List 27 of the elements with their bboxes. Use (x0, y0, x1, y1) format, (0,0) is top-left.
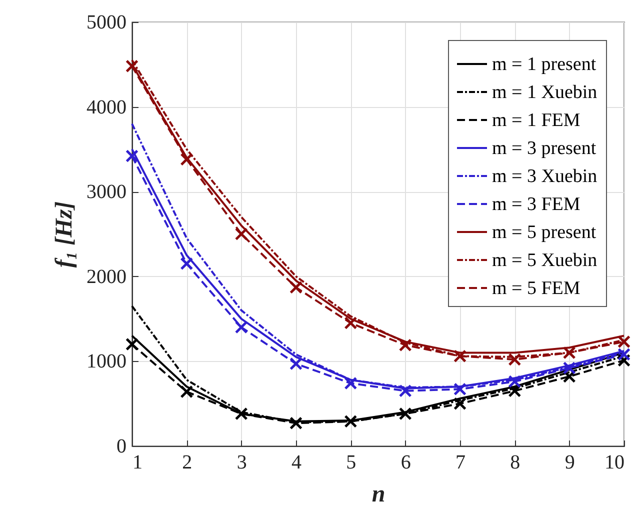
x-axis-title: n (372, 482, 386, 508)
legend-label: m = 5 Xuebin (492, 250, 598, 271)
legend-label: m = 3 present (492, 138, 597, 159)
legend-label: m = 3 FEM (492, 194, 580, 215)
x-tick-label: 9 (564, 452, 575, 474)
y-tick-label: 5000 (86, 12, 126, 34)
x-tick-label: 4 (292, 452, 302, 474)
x-tick-label: 2 (182, 452, 192, 474)
legend-label: m = 1 Xuebin (492, 82, 598, 103)
legend-label: m = 1 present (492, 54, 597, 75)
y-tick-label: 3000 (86, 181, 126, 204)
x-tick-label: 3 (236, 452, 247, 474)
x-tick-label: 1 (132, 452, 142, 474)
y-axis-title: f₁ [Hz] (52, 201, 78, 268)
y-tick-label: 1000 (86, 350, 126, 373)
legend-label: m = 1 FEM (492, 110, 580, 131)
y-tick-label: 4000 (86, 96, 126, 118)
x-tick-label: 10 (604, 452, 624, 474)
x-tick-label: 8 (510, 452, 520, 474)
x-tick-label: 7 (456, 452, 466, 474)
legend-label: m = 3 Xuebin (492, 166, 598, 187)
y-tick-label: 2000 (86, 266, 126, 288)
y-tick-label: 0 (116, 436, 126, 458)
legend-label: m = 5 FEM (492, 278, 580, 299)
legend-label: m = 5 present (492, 222, 597, 243)
x-tick-label: 5 (346, 452, 356, 474)
x-tick-label: 6 (400, 452, 411, 474)
